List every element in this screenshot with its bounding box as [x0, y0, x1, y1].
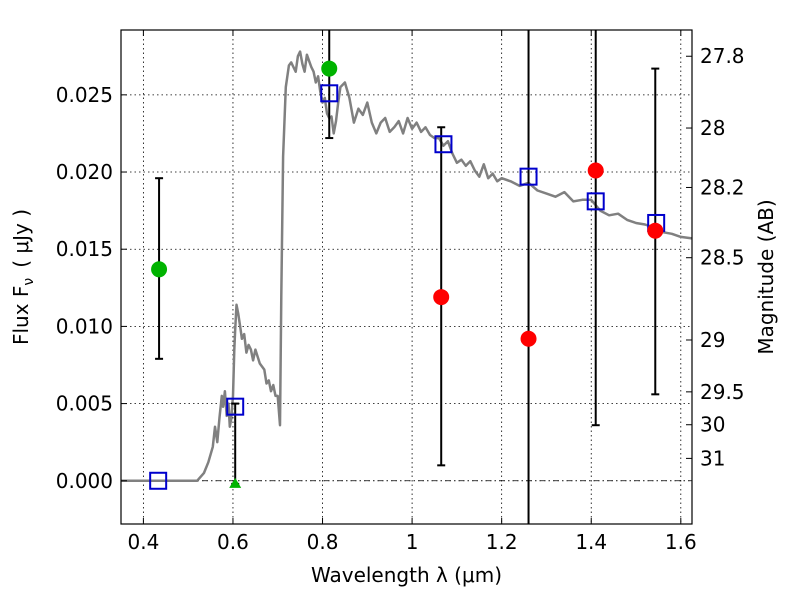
red-circle-marker — [587, 162, 604, 179]
x-tick-label: 1 — [406, 530, 419, 554]
marker-layer — [149, 60, 666, 490]
y-tick-label: 0.025 — [56, 83, 113, 107]
x-tick-label: 1.2 — [486, 530, 518, 554]
right-y-axis-label: Magnitude (AB) — [754, 199, 778, 354]
y-axis-label-subscript: ν — [21, 278, 37, 286]
model-spectrum-layer — [121, 50, 693, 483]
plot-frame — [120, 29, 693, 525]
x-tick-label: 0.4 — [127, 530, 159, 554]
green-circle-marker — [151, 261, 168, 278]
open-square-marker — [586, 192, 605, 211]
x-tick-label: 0.8 — [307, 530, 339, 554]
green-triangle-marker — [229, 477, 242, 488]
red-circle-marker — [433, 289, 450, 306]
open-square-marker — [519, 167, 538, 186]
y-tick-label: 0.020 — [56, 160, 113, 184]
right-y-tick-label: 28 — [700, 116, 725, 140]
y-tick-label: 0.005 — [56, 392, 113, 416]
axis-ticks — [121, 30, 692, 524]
red-circle-marker — [520, 330, 537, 347]
right-y-tick-label: 31 — [700, 446, 725, 470]
red-circle-marker — [647, 222, 664, 239]
open-square-marker — [226, 397, 245, 416]
green-circle-marker — [321, 60, 338, 77]
x-tick-label: 1.4 — [575, 530, 607, 554]
y-tick-label: 0.010 — [56, 314, 113, 338]
x-tick-label: 0.6 — [217, 530, 249, 554]
gridlines — [121, 30, 692, 524]
model-spectrum-line — [121, 50, 693, 483]
right-y-tick-label: 27.8 — [700, 44, 745, 68]
x-axis-label: Wavelength λ (μm) — [311, 563, 502, 587]
open-square-marker — [434, 135, 453, 154]
open-square-marker — [320, 84, 339, 103]
y-tick-label: 0.000 — [56, 469, 113, 493]
open-square-marker — [149, 471, 168, 490]
tick-labels: 0.4 0.6 0.8 1 1.2 1.4 1.6 0.000 0.005 0.010 0.015 0… — [56, 44, 745, 554]
y-axis-label: Flux Fν ( μJy ) — [9, 209, 37, 345]
right-y-tick-label: 30 — [700, 413, 725, 437]
right-y-tick-label: 28.2 — [700, 175, 745, 199]
x-tick-label: 1.6 — [665, 530, 697, 554]
y-tick-label: 0.015 — [56, 237, 113, 261]
right-y-tick-label: 29.5 — [700, 380, 745, 404]
y-axis-label-main: Flux F — [9, 286, 33, 345]
right-y-tick-label: 28.5 — [700, 246, 745, 270]
y-axis-label-units: ( μJy ) — [9, 209, 33, 268]
right-y-tick-label: 29 — [700, 328, 725, 352]
